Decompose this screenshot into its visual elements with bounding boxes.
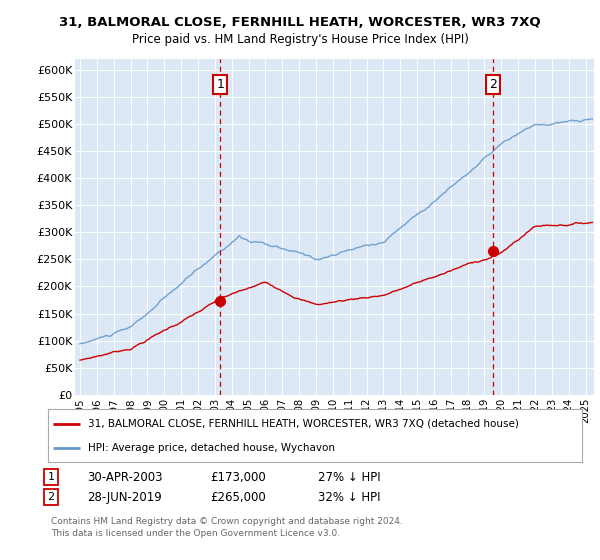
Text: 30-APR-2003: 30-APR-2003: [87, 470, 163, 484]
Text: 1: 1: [47, 472, 55, 482]
Text: This data is licensed under the Open Government Licence v3.0.: This data is licensed under the Open Gov…: [51, 529, 340, 538]
Text: 2: 2: [47, 492, 55, 502]
Text: 31, BALMORAL CLOSE, FERNHILL HEATH, WORCESTER, WR3 7XQ (detached house): 31, BALMORAL CLOSE, FERNHILL HEATH, WORC…: [88, 419, 519, 429]
Text: 31, BALMORAL CLOSE, FERNHILL HEATH, WORCESTER, WR3 7XQ: 31, BALMORAL CLOSE, FERNHILL HEATH, WORC…: [59, 16, 541, 29]
Text: 32% ↓ HPI: 32% ↓ HPI: [318, 491, 380, 504]
Text: £265,000: £265,000: [210, 491, 266, 504]
Text: 1: 1: [217, 78, 224, 91]
Text: 27% ↓ HPI: 27% ↓ HPI: [318, 470, 380, 484]
Text: Contains HM Land Registry data © Crown copyright and database right 2024.: Contains HM Land Registry data © Crown c…: [51, 517, 403, 526]
Text: Price paid vs. HM Land Registry's House Price Index (HPI): Price paid vs. HM Land Registry's House …: [131, 32, 469, 46]
Text: 28-JUN-2019: 28-JUN-2019: [87, 491, 162, 504]
Text: £173,000: £173,000: [210, 470, 266, 484]
Text: 2: 2: [489, 78, 497, 91]
Text: HPI: Average price, detached house, Wychavon: HPI: Average price, detached house, Wych…: [88, 443, 335, 453]
